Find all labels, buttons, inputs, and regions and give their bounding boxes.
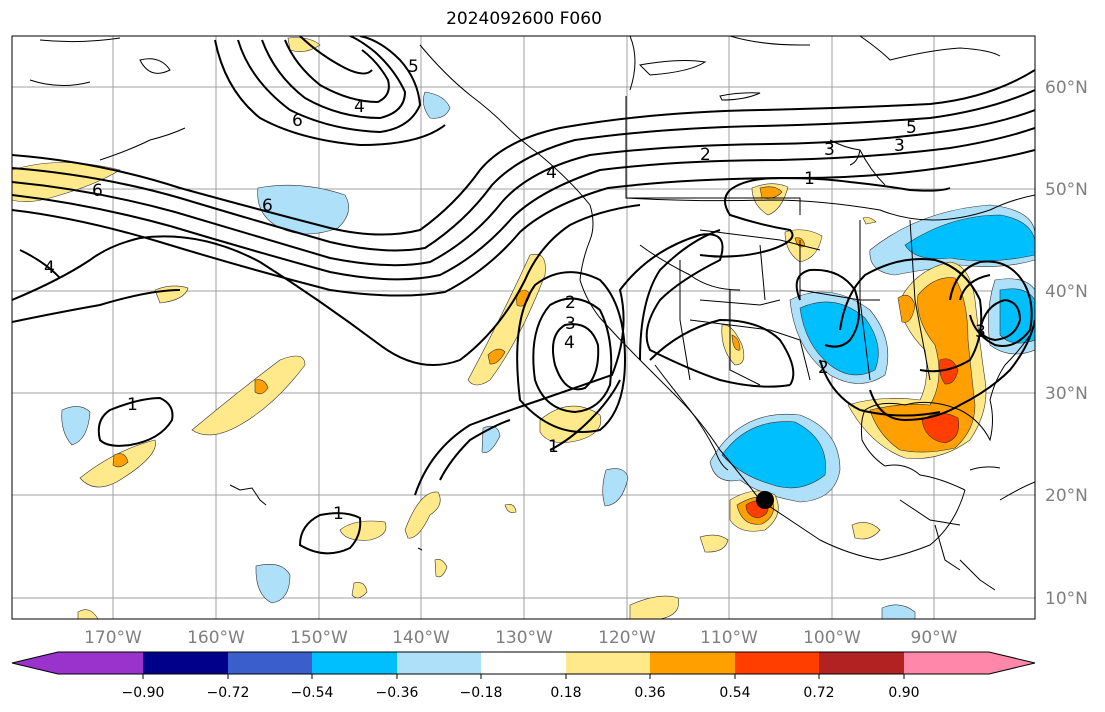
lon-tick-label: 130°W (495, 628, 553, 648)
lon-tick-label: 140°W (392, 628, 450, 648)
colorbar-segment (735, 652, 821, 674)
colorbar-tick-label: −0.72 (207, 685, 250, 701)
contour-lines (12, 36, 1035, 555)
colorbar-tick-label: −0.18 (460, 685, 503, 701)
storm-center-marker (756, 491, 774, 509)
lon-tick-label: 120°W (598, 628, 656, 648)
longitude-labels: 170°W 160°W 150°W 140°W 130°W 120°W 110°… (84, 628, 958, 648)
contour-label: 4 (546, 163, 557, 183)
colorbar-segment (143, 652, 229, 674)
colorbar-tick-label: −0.90 (122, 685, 165, 701)
colorbar (11, 651, 1036, 675)
lon-tick-label: 160°W (187, 628, 245, 648)
colorbar-segment (904, 652, 989, 674)
colorbar-tick-labels: −0.90 −0.72 −0.54 −0.36 −0.18 0.18 0.36 … (122, 685, 920, 701)
colorbar-tick-label: 0.18 (550, 685, 581, 701)
lon-tick-label: 100°W (803, 628, 861, 648)
colorbar-segment (397, 652, 483, 674)
contour-label: 1 (548, 437, 559, 457)
contour-label: 3 (565, 314, 576, 334)
contour-label: 6 (262, 196, 273, 216)
contour-label: 6 (292, 111, 303, 131)
colorbar-extend-min (12, 652, 58, 674)
contour-label: 1 (804, 169, 815, 189)
contour-label: 3 (824, 140, 835, 160)
contour-label: 1 (333, 504, 344, 524)
lat-tick-label: 20°N (1045, 486, 1088, 506)
colorbar-tick-label: 0.54 (719, 685, 750, 701)
contour-label: 4 (354, 97, 365, 117)
lat-tick-label: 10°N (1045, 589, 1088, 609)
contour-label: 3 (894, 136, 905, 156)
contour-label: 2 (700, 145, 711, 165)
map-frame (11, 35, 1036, 620)
contour-label: 2 (565, 293, 576, 313)
colorbar-tick-label: 0.72 (803, 685, 834, 701)
contour-label: 2 (818, 358, 829, 378)
lon-tick-label: 150°W (290, 628, 348, 648)
lon-tick-label: 170°W (84, 628, 142, 648)
colorbar-tick-marks (142, 674, 905, 679)
colorbar-segment (819, 652, 904, 674)
colorbar-segment (650, 652, 736, 674)
colorbar-segment (312, 652, 398, 674)
colorbar-segment (58, 652, 144, 674)
contour-label: 5 (906, 118, 917, 138)
lat-tick-label: 30°N (1045, 384, 1088, 404)
colorbar-segment (481, 652, 567, 674)
lat-tick-label: 40°N (1045, 282, 1088, 302)
colorbar-extend-max (989, 652, 1035, 674)
colorbar-segment (566, 652, 652, 674)
contour-label: 5 (408, 57, 419, 77)
colorbar-outline (11, 651, 1036, 675)
coastlines-and-borders (29, 36, 1035, 591)
colorbar-tick-label: 0.90 (888, 685, 919, 701)
colorbar-segment (228, 652, 314, 674)
negative-anomaly-shading (61, 91, 1035, 619)
contour-label: 4 (44, 258, 55, 278)
colorbar-tick-label: −0.54 (291, 685, 334, 701)
contour-label: 4 (564, 333, 575, 353)
lat-tick-label: 50°N (1045, 180, 1088, 200)
map-title: 2024092600 F060 (446, 9, 602, 29)
lon-tick-label: 110°W (700, 628, 758, 648)
lat-tick-label: 60°N (1045, 78, 1088, 98)
lon-tick-label: 90°W (911, 628, 958, 648)
colorbar-tick-label: −0.36 (376, 685, 419, 701)
contour-label: 6 (92, 181, 103, 201)
contour-label: 3 (975, 322, 986, 342)
colorbar-tick-label: 0.36 (634, 685, 665, 701)
latitude-labels: 60°N 50°N 40°N 30°N 20°N 10°N (1045, 78, 1088, 609)
contour-label: 1 (127, 395, 138, 415)
contour-label-group: 6 4 5 6 6 4 2 1 5 3 2 3 4 1 1 1 4 2 3 3 (44, 57, 986, 524)
